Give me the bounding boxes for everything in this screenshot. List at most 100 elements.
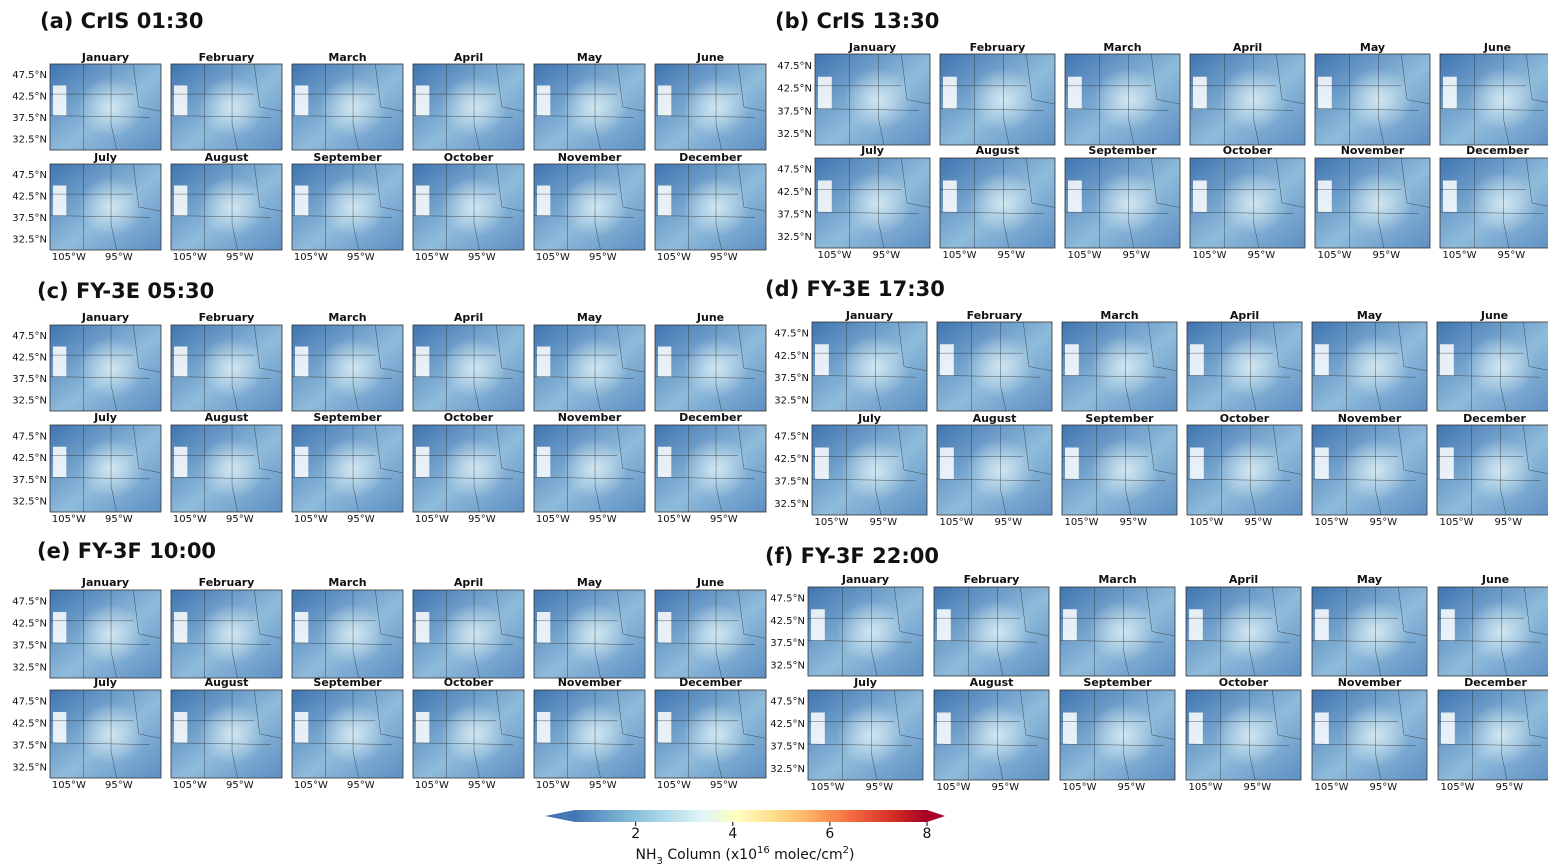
map: [939, 53, 1056, 146]
missing-data: [1193, 180, 1207, 212]
month-label: January: [845, 309, 893, 322]
state-border: [1375, 425, 1382, 516]
state-border: [231, 325, 238, 412]
missing-data: [295, 612, 309, 643]
colorbar-tick-label: 6: [825, 826, 834, 842]
map: [654, 424, 767, 513]
map: [412, 589, 525, 679]
lat-label: 37.5°N: [770, 742, 805, 753]
missing-data: [537, 446, 551, 478]
state-border: [1123, 690, 1130, 781]
state-border: [1524, 586, 1548, 636]
lat-label: 37.5°N: [777, 106, 812, 117]
month-label: October: [1220, 412, 1270, 425]
state-border: [352, 64, 359, 151]
missing-data: [1190, 447, 1204, 479]
missing-data: [1443, 76, 1457, 109]
state-border: [807, 743, 912, 747]
map: [170, 689, 283, 779]
lat-label: 42.5°N: [12, 353, 47, 364]
missing-data: [174, 185, 188, 216]
missing-data: [1315, 712, 1329, 744]
lon-label: 105°W: [1190, 517, 1224, 528]
map: [814, 53, 931, 146]
state-border: [291, 476, 392, 480]
month-label: May: [1360, 41, 1385, 54]
month-label: September: [1085, 412, 1154, 425]
missing-data: [658, 346, 672, 377]
missing-data: [416, 346, 430, 377]
panel-title: (c) FY-3E 05:30: [37, 279, 214, 303]
lon-label: 95°W: [468, 252, 496, 263]
map: [412, 424, 525, 513]
lat-label: 47.5°N: [12, 431, 47, 442]
state-border: [1276, 157, 1306, 208]
state-border: [1437, 640, 1542, 643]
lat-label: 42.5°N: [770, 719, 805, 730]
state-border: [496, 689, 525, 739]
label-part: 16: [757, 845, 770, 856]
month-label: July: [93, 676, 117, 689]
lon-label: 95°W: [1247, 250, 1275, 261]
state-border: [594, 325, 601, 412]
missing-data: [537, 712, 551, 743]
map: [49, 424, 162, 513]
state-border: [1503, 54, 1510, 146]
lon-label: 105°W: [536, 514, 570, 525]
colorbar-tick-label: 2: [631, 826, 640, 842]
missing-data: [295, 185, 309, 216]
lon-label: 95°W: [468, 780, 496, 791]
state-border: [1311, 478, 1416, 482]
month-label: June: [1483, 41, 1511, 54]
lon-label: 105°W: [1065, 517, 1099, 528]
state-border: [1151, 53, 1181, 105]
lon-label: 105°W: [1193, 250, 1227, 261]
lon-label: 105°W: [1443, 250, 1477, 261]
state-border: [375, 324, 404, 373]
state-border: [352, 425, 359, 513]
month-label: December: [1463, 412, 1526, 425]
state-border: [738, 324, 767, 373]
month-label: June: [1480, 309, 1508, 322]
state-border: [617, 589, 646, 639]
lon-label: 95°W: [872, 250, 900, 261]
state-border: [375, 689, 404, 739]
month-label: February: [967, 309, 1023, 322]
state-border: [1003, 158, 1010, 249]
state-border: [412, 215, 513, 218]
state-border: [412, 476, 513, 480]
missing-data: [416, 446, 430, 478]
lat-label: 47.5°N: [770, 697, 805, 708]
map: [49, 163, 162, 251]
state-border: [1059, 640, 1164, 643]
missing-data: [174, 346, 188, 377]
lat-label: 47.5°N: [777, 61, 812, 72]
colorbar-extend-high: [927, 810, 945, 822]
state-border: [878, 54, 885, 146]
lon-label: 95°W: [589, 252, 617, 263]
lon-label: 105°W: [415, 780, 449, 791]
month-label: April: [454, 51, 483, 64]
state-border: [617, 689, 646, 739]
state-border: [49, 215, 150, 218]
state-border: [738, 689, 767, 739]
month-label: December: [679, 411, 742, 424]
lon-label: 105°W: [1318, 250, 1352, 261]
map: [939, 157, 1056, 249]
map: [533, 689, 646, 779]
missing-data: [1193, 76, 1207, 109]
state-border: [533, 115, 634, 118]
state-border: [1253, 54, 1260, 146]
month-label: March: [328, 311, 366, 324]
map: [170, 163, 283, 251]
month-label: January: [848, 41, 896, 54]
label-part: ): [849, 847, 854, 863]
lon-label: 95°W: [865, 782, 893, 793]
month-label: October: [444, 676, 494, 689]
state-border: [1437, 743, 1542, 747]
missing-data: [537, 612, 551, 643]
map: [1059, 689, 1176, 781]
lon-label: 105°W: [52, 252, 86, 263]
state-border: [1026, 157, 1056, 208]
lon-label: 105°W: [1063, 782, 1097, 793]
